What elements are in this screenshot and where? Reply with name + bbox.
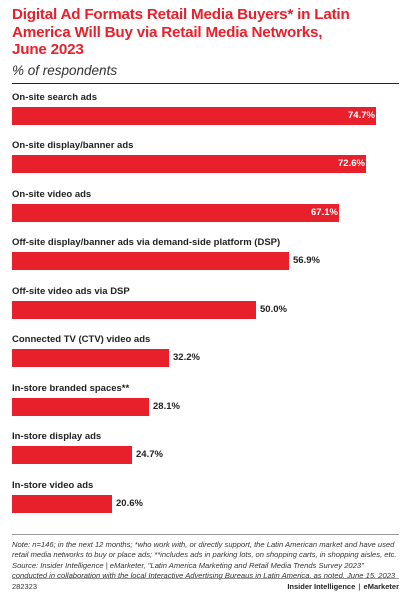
value-label: 67.1% [311,206,338,218]
category-label: In-store branded spaces** [12,382,130,394]
note-text: Note: n=146; in the next 12 months; *who… [12,540,397,580]
bar-group: Off-site video ads via DSP 50.0% [12,286,399,335]
chart-subtitle: % of respondents [12,62,118,78]
category-label: On-site display/banner ads [12,140,134,151]
bar-group: In-store display ads 24.7% [12,431,399,480]
bar-group: In-store branded spaces** 28.1% [12,383,399,432]
brand-logo: Insider Intelligence | eMarketer [287,582,399,591]
bar-group: Connected TV (CTV) video ads 32.2% [12,334,399,383]
category-label: Off-site display/banner ads via demand-s… [12,237,281,248]
chart-footer: 282323 Insider Intelligence | eMarketer [12,578,399,593]
chart-id: 282323 [12,582,38,591]
category-label: In-store display ads [12,431,102,442]
value-label: 72.6% [338,158,365,169]
value-label: 20.6% [116,497,143,509]
bar-group: Off-site display/banner ads via demand-s… [12,237,399,286]
value-label: 74.7% [348,109,375,121]
bar [12,155,366,173]
value-label: 24.7% [136,449,163,460]
chart-note: Note: n=146; in the next 12 months; *who… [12,540,399,581]
brand-separator: | [358,582,361,591]
bar-group: On-site display/banner ads 72.6% [12,140,399,189]
category-label: On-site search ads [12,91,98,103]
category-label: On-site video ads [12,188,92,200]
value-label: 56.9% [293,255,320,266]
brand-left: Insider Intelligence [287,582,356,591]
title-divider [12,82,399,84]
bar [12,252,289,270]
value-label: 32.2% [173,352,200,363]
bar-group: In-store video ads 20.6% [12,480,399,529]
chart-title: Digital Ad Formats Retail Media Buyers* … [12,6,350,58]
bar [12,349,169,367]
category-label: In-store video ads [12,479,94,491]
category-label: Off-site video ads via DSP [12,285,130,297]
bar [12,203,339,222]
bar-group: On-site video ads 67.1% [12,189,399,238]
value-label: 50.0% [260,303,287,315]
bar [12,397,149,416]
bar-chart: On-site search ads 74.7% On-site display/b… [12,92,399,529]
bar [12,300,256,319]
note-divider [12,534,399,535]
category-label: Connected TV (CTV) video ads [12,334,151,345]
bar-group: On-site search ads 74.7% [12,92,399,141]
brand-right: eMarketer [363,582,399,591]
bar [12,446,132,464]
bar [12,494,112,513]
value-label: 28.1% [153,400,180,412]
bar [12,106,376,125]
